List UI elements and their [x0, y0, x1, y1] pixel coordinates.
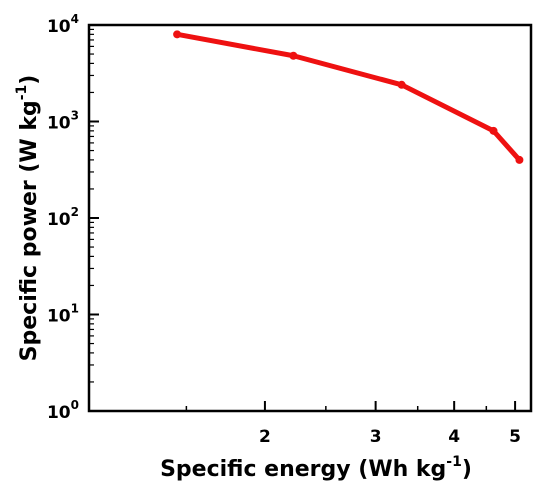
y-tick-exponent: 0 — [71, 398, 79, 412]
y-tick-label: 104 — [47, 12, 79, 37]
data-point — [489, 126, 498, 135]
x-tick-label: 3 — [370, 427, 382, 447]
y-tick-label: 102 — [47, 205, 79, 230]
y-tick-base: 10 — [47, 403, 71, 423]
y-tick-exponent: 3 — [71, 109, 79, 123]
y-tick-base: 10 — [47, 17, 71, 37]
x-tick-label: 2 — [259, 427, 271, 447]
x-tick-label: 4 — [448, 427, 460, 447]
x-axis-title-end: ) — [462, 457, 472, 482]
x-axis-title-main: Specific energy (Wh kg — [160, 457, 446, 482]
series-line — [174, 31, 522, 163]
data-point — [397, 80, 406, 89]
y-tick-label: 103 — [47, 109, 79, 134]
y-tick-base: 10 — [47, 210, 71, 230]
y-axis-title: Specific power (W kg-1) — [14, 75, 42, 362]
series-layer — [173, 30, 524, 164]
y-tick-exponent: 1 — [71, 302, 79, 316]
y-tick-base: 10 — [47, 114, 71, 134]
y-tick-base: 10 — [47, 307, 71, 327]
x-axis-title-superscript: -1 — [446, 454, 462, 470]
data-point — [173, 30, 182, 39]
y-axis-title-superscript: -1 — [14, 85, 30, 101]
data-point — [289, 51, 298, 60]
y-tick-exponent: 4 — [71, 12, 79, 26]
plot-frame — [87, 23, 533, 413]
x-axis-ticks: 2 3 4 5 — [185, 401, 521, 447]
y-tick-label: 100 — [47, 398, 79, 423]
x-tick-label: 5 — [509, 427, 521, 447]
y-tick-label: 101 — [47, 302, 79, 327]
y-axis-title-main: Specific power (W kg — [17, 100, 42, 361]
y-tick-exponent: 2 — [71, 205, 79, 219]
x-axis-title: Specific energy (Wh kg-1) — [160, 454, 472, 482]
y-axis-title-end: ) — [17, 75, 42, 85]
data-point — [515, 155, 524, 164]
